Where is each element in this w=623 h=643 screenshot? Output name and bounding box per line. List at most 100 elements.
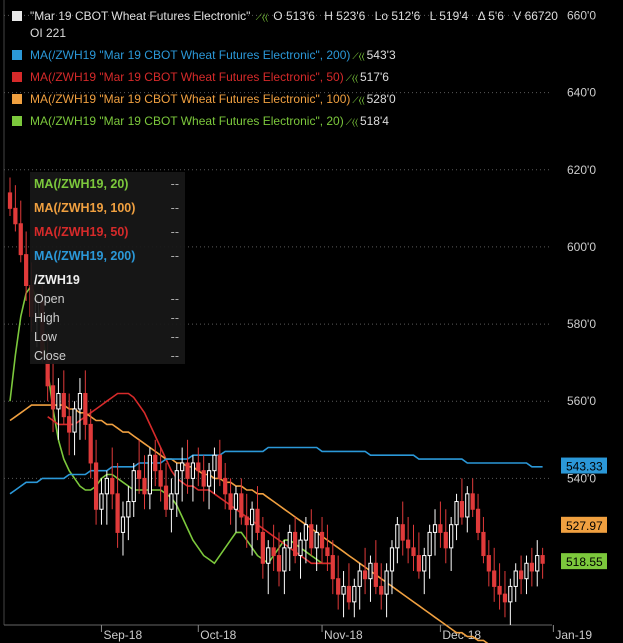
- candle-body: [309, 524, 314, 549]
- legend-study-row[interactable]: MA(/ZWH19 "Mar 19 CBOT Wheat Futures Ele…: [10, 47, 570, 64]
- y-tick-label: 560'0: [567, 394, 596, 408]
- candle-body: [120, 516, 126, 533]
- edit-study-icon[interactable]: ⟋⟨⟨: [352, 51, 365, 61]
- legend-volume: V 66720: [513, 9, 558, 23]
- candle-body: [190, 462, 196, 479]
- candle-body: [93, 462, 99, 510]
- candle-body: [185, 462, 190, 479]
- candle-body: [104, 477, 109, 495]
- edit-study-icon[interactable]: ⟋⟨⟨: [345, 117, 358, 127]
- legend-study-label: MA(/ZWH19 "Mar 19 CBOT Wheat Futures Ele…: [30, 70, 344, 84]
- candle-body: [169, 493, 174, 510]
- candle-body: [422, 555, 427, 572]
- candle-body: [206, 470, 212, 487]
- edit-study-icon[interactable]: ⟋⟨⟨: [352, 95, 365, 105]
- data-box-study-row: MA(/ZWH19, 20) --: [30, 172, 185, 196]
- candle-body: [411, 547, 416, 557]
- candle-body: [56, 393, 61, 410]
- legend-swatch-main: [12, 11, 22, 21]
- candle-body: [513, 570, 518, 587]
- legend-main-title: "Mar 19 CBOT Wheat Futures Electronic": [30, 9, 251, 23]
- candle-body: [368, 562, 373, 580]
- ma-series-line: [47, 392, 333, 565]
- data-box-study-row: MA(/ZWH19, 200) --: [30, 244, 185, 268]
- legend-study-row[interactable]: MA(/ZWH19 "Mar 19 CBOT Wheat Futures Ele…: [10, 91, 570, 108]
- data-box-study-value: --: [170, 249, 179, 263]
- x-tick-label: Nov-18: [324, 628, 363, 642]
- candle-body: [454, 501, 459, 526]
- data-box-symbol: /ZWH19: [34, 273, 80, 287]
- data-box-field: High --: [30, 309, 185, 328]
- y-tick-label: 640'0: [567, 86, 596, 100]
- legend-study-row[interactable]: MA(/ZWH19 "Mar 19 CBOT Wheat Futures Ele…: [10, 69, 570, 86]
- candle-body: [239, 493, 244, 518]
- data-box-study-value: --: [170, 225, 179, 239]
- candle-body: [486, 555, 491, 572]
- candle-body: [174, 470, 179, 495]
- data-box-field-label: Close: [34, 349, 66, 363]
- candle-body: [475, 508, 481, 533]
- candle-body: [142, 477, 147, 495]
- data-box-study-value: --: [170, 201, 179, 215]
- candle-body: [110, 477, 115, 495]
- legend-oi: OI 221: [30, 26, 67, 40]
- candle-body: [99, 493, 104, 510]
- candle-body: [13, 207, 18, 225]
- legend-study-value: 543'3: [366, 48, 396, 62]
- data-box-field-label: High: [34, 311, 60, 325]
- candle-body: [325, 547, 330, 557]
- candle-body: [212, 454, 217, 472]
- edit-study-icon[interactable]: ⟋⟨⟨: [345, 73, 358, 83]
- legend-open: O 513'6: [273, 9, 315, 23]
- data-box-field-value: --: [170, 330, 179, 344]
- legend-main-row[interactable]: "Mar 19 CBOT Wheat Futures Electronic" ⟋…: [10, 8, 570, 42]
- ma-series-line: [9, 404, 489, 643]
- ma-series-line: [9, 446, 543, 495]
- legend-study-swatch: [12, 116, 22, 126]
- candle-body: [416, 555, 421, 572]
- candle-body: [131, 470, 136, 503]
- candle-body: [18, 223, 23, 256]
- legend-study-row[interactable]: MA(/ZWH19 "Mar 19 CBOT Wheat Futures Ele…: [10, 113, 570, 130]
- candle-body: [24, 254, 29, 286]
- edit-study-icon[interactable]: ⟋⟨⟨: [255, 12, 268, 22]
- legend-last: L 519'4: [429, 9, 469, 23]
- candle-body: [293, 531, 298, 557]
- candle-body: [389, 547, 395, 572]
- y-tick-label: 580'0: [567, 317, 596, 331]
- candle-body: [319, 531, 325, 549]
- candle-body: [126, 501, 131, 518]
- data-box-field-label: Low: [34, 330, 57, 344]
- data-box-study-value: --: [170, 177, 179, 191]
- candle-body: [465, 493, 470, 518]
- candle-body: [438, 524, 443, 533]
- candle-body: [314, 531, 319, 549]
- candle-body: [83, 393, 88, 425]
- candle-body: [336, 578, 341, 595]
- candle-body: [153, 454, 158, 472]
- candle-body: [233, 493, 239, 510]
- data-box-field: Open --: [30, 290, 185, 309]
- candle-body: [266, 547, 271, 564]
- candle-body: [303, 524, 309, 541]
- candle-body: [346, 585, 352, 603]
- candle-body: [180, 462, 185, 472]
- candle-body: [61, 393, 66, 418]
- legend-study-swatch: [12, 94, 22, 104]
- candle-body: [271, 547, 276, 557]
- data-box-study-label: MA(/ZWH19, 100): [34, 201, 136, 215]
- data-box-field-label: Open: [34, 292, 65, 306]
- candle-body: [88, 423, 93, 464]
- candle-body: [196, 462, 201, 472]
- y-tick-label: 620'0: [567, 163, 596, 177]
- candle-body: [508, 585, 513, 603]
- y-tick-label: 660'0: [567, 8, 596, 22]
- candle-body: [443, 531, 448, 549]
- legend-study-value: 528'0: [366, 92, 396, 106]
- legend-study-label: MA(/ZWH19 "Mar 19 CBOT Wheat Futures Ele…: [30, 92, 351, 106]
- candle-body: [459, 501, 465, 518]
- candle-body: [147, 454, 152, 495]
- data-box-field-value: --: [170, 292, 179, 306]
- data-box-study-row: MA(/ZWH19, 100) --: [30, 196, 185, 220]
